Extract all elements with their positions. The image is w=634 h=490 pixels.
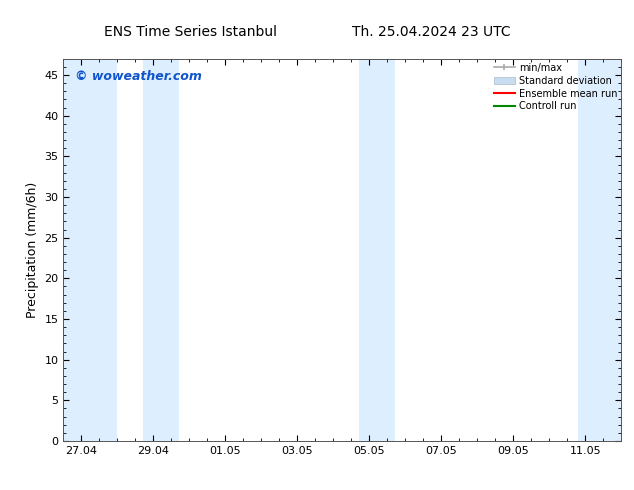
Bar <box>63 59 117 441</box>
Bar <box>143 59 179 441</box>
Bar <box>359 59 394 441</box>
Legend: min/max, Standard deviation, Ensemble mean run, Controll run: min/max, Standard deviation, Ensemble me… <box>492 61 619 113</box>
Text: Th. 25.04.2024 23 UTC: Th. 25.04.2024 23 UTC <box>352 24 510 39</box>
Text: © woweather.com: © woweather.com <box>75 70 202 83</box>
Y-axis label: Precipitation (mm/6h): Precipitation (mm/6h) <box>26 182 39 318</box>
Bar <box>578 59 621 441</box>
Text: ENS Time Series Istanbul: ENS Time Series Istanbul <box>104 24 276 39</box>
